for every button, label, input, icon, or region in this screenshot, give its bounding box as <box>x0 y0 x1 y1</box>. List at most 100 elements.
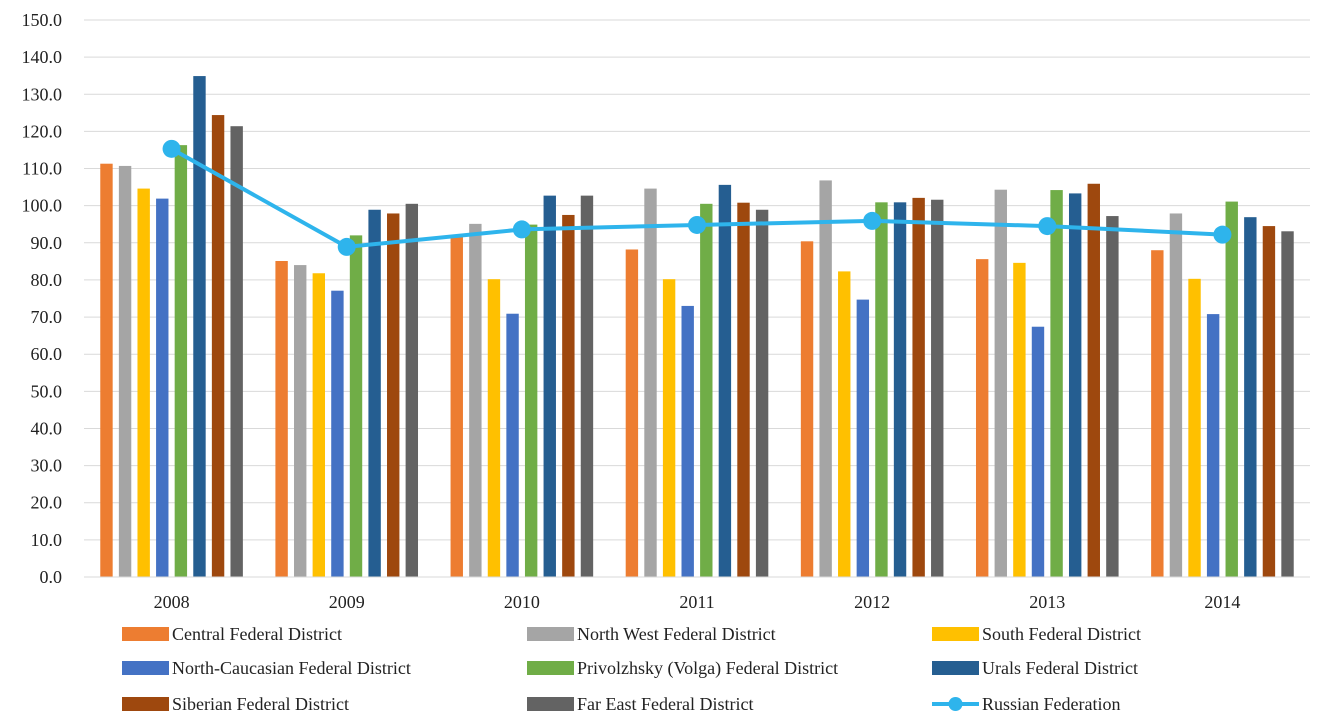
bar <box>1106 216 1119 577</box>
series-point <box>162 139 181 158</box>
bar <box>800 241 814 577</box>
bar <box>524 224 538 577</box>
bar <box>1281 231 1294 577</box>
bar <box>625 249 639 577</box>
series-point <box>337 237 356 256</box>
bar <box>1068 193 1082 578</box>
bar <box>838 271 851 577</box>
legend-swatch <box>122 627 169 641</box>
y-tick-label: 90.0 <box>31 233 63 253</box>
bar <box>912 197 925 578</box>
bar <box>700 203 713 577</box>
y-tick-label: 100.0 <box>22 196 63 216</box>
y-tick-label: 140.0 <box>22 47 63 67</box>
y-tick-label: 10.0 <box>31 530 63 550</box>
legend: Central Federal District North West Feder… <box>122 624 1141 714</box>
y-tick-label: 150.0 <box>22 10 63 30</box>
legend-swatch <box>527 627 574 641</box>
bar <box>1151 250 1164 577</box>
bar <box>893 202 907 578</box>
bar <box>755 209 769 577</box>
x-tick-label: 2014 <box>1204 592 1240 612</box>
bar <box>875 202 888 578</box>
bar <box>387 213 400 577</box>
bar <box>118 165 132 577</box>
series-point <box>863 211 882 230</box>
y-tick-label: 80.0 <box>31 270 63 290</box>
bar <box>450 236 463 577</box>
y-tick-label: 50.0 <box>31 381 63 401</box>
x-tick-label: 2009 <box>329 592 365 612</box>
legend-label: Russian Federation <box>982 694 1120 714</box>
y-tick-label: 20.0 <box>31 493 63 513</box>
bar <box>230 126 243 578</box>
bar <box>580 195 594 577</box>
y-tick-label: 70.0 <box>31 307 63 327</box>
legend-label: Privolzhsky (Volga) Federal District <box>577 658 838 679</box>
bar <box>562 214 575 577</box>
bar <box>368 209 381 577</box>
bar <box>856 299 870 577</box>
bar <box>1244 217 1257 578</box>
bar <box>1225 201 1238 577</box>
bar <box>543 195 556 577</box>
y-tick-label: 30.0 <box>31 456 63 476</box>
bar <box>156 198 169 577</box>
y-tick-label: 130.0 <box>22 84 63 104</box>
y-tick-label: 110.0 <box>22 159 62 179</box>
bar <box>931 199 944 577</box>
legend-swatch <box>932 661 979 675</box>
bar <box>1050 190 1063 577</box>
legend-swatch <box>122 697 169 711</box>
bar <box>1188 278 1201 577</box>
bar <box>1262 226 1276 577</box>
bar <box>193 76 206 577</box>
bar <box>975 259 989 577</box>
legend-marker <box>948 697 963 711</box>
x-tick-label: 2008 <box>154 592 190 612</box>
bars <box>100 76 1294 578</box>
bar <box>1013 262 1026 577</box>
bar <box>681 305 694 577</box>
bar <box>1031 326 1045 577</box>
line-series <box>162 139 1232 256</box>
series-point <box>688 215 706 234</box>
x-tick-label: 2013 <box>1029 592 1065 612</box>
bar <box>1169 213 1183 577</box>
legend-label: Urals Federal District <box>982 658 1138 678</box>
series-point <box>1213 225 1232 244</box>
x-tick-label: 2011 <box>679 592 714 612</box>
legend-swatch <box>527 697 574 711</box>
x-axis: 2008 2009 2010 2011 2012 2013 2014 <box>84 576 1310 612</box>
bar <box>819 180 832 577</box>
y-axis: 0.0 10.0 20.0 30.0 40.0 50.0 60.0 70.0 80.0 90.0 1… <box>22 10 63 587</box>
legend-label: North West Federal District <box>577 624 776 644</box>
legend-label: Far East Federal District <box>577 694 753 714</box>
bar <box>405 203 419 577</box>
bar <box>294 265 307 577</box>
legend-label: South Federal District <box>982 624 1141 644</box>
bar <box>331 290 344 577</box>
bar <box>174 145 188 577</box>
bar <box>137 188 150 577</box>
bar <box>349 235 363 577</box>
legend-label: Central Federal District <box>172 624 342 644</box>
legend-swatch <box>527 661 574 675</box>
bar <box>469 223 482 577</box>
bar <box>644 188 657 577</box>
y-tick-label: 60.0 <box>31 344 63 364</box>
y-tick-label: 0.0 <box>40 567 63 587</box>
bar <box>487 279 501 577</box>
bar <box>211 115 225 577</box>
bar <box>100 163 113 577</box>
bar <box>1206 314 1220 577</box>
bar <box>506 313 519 577</box>
legend-swatch <box>932 627 979 641</box>
x-tick-label: 2010 <box>504 592 540 612</box>
legend-label: North-Caucasian Federal District <box>172 658 411 678</box>
bar <box>1087 183 1100 577</box>
bar <box>718 184 732 577</box>
bar <box>275 260 288 577</box>
bar <box>662 279 676 577</box>
